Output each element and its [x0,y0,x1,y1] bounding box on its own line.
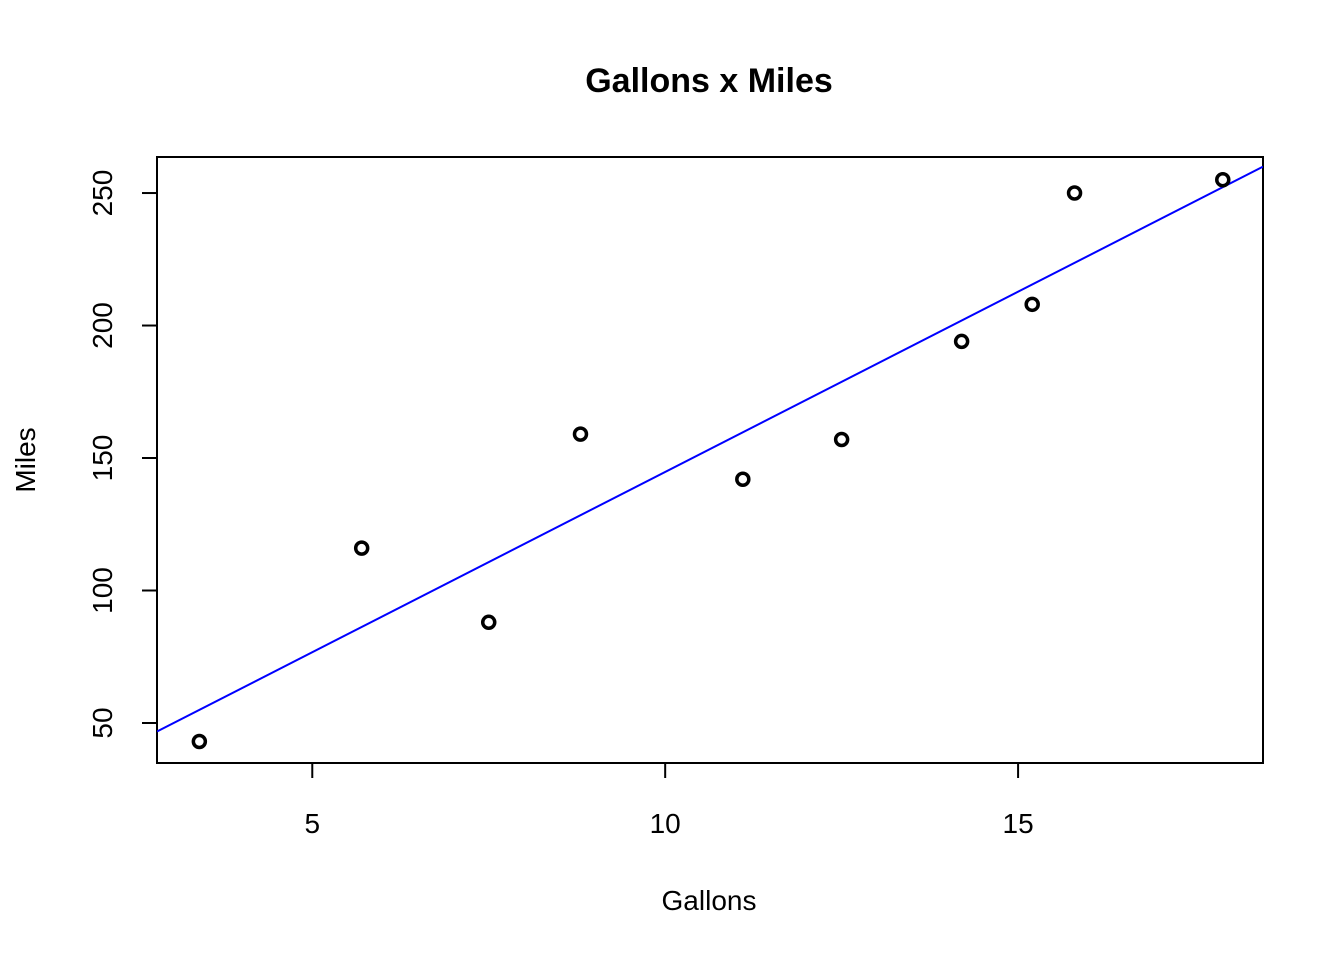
x-axis-label: Gallons [662,885,757,916]
plot-frame [156,156,1264,764]
y-tick-label: 100 [87,567,118,614]
point [1066,185,1083,201]
point [735,471,751,487]
point [1024,296,1040,313]
x-tick-label: 10 [650,808,681,839]
point [1215,172,1231,188]
y-axis-label: Miles [10,427,41,492]
point [833,431,850,448]
y-tick-label: 250 [87,170,118,217]
point [480,614,497,631]
y-tick-label: 200 [87,302,118,349]
point [191,733,208,750]
chart-title: Gallons x Miles [585,62,833,100]
point [572,426,589,442]
point [353,540,370,556]
x-tick-label: 5 [304,808,320,839]
y-tick-label: 150 [87,435,118,482]
regression-line [157,165,1263,733]
y-tick-label: 50 [87,707,118,738]
x-tick-label: 15 [1003,808,1034,839]
point [953,333,970,350]
